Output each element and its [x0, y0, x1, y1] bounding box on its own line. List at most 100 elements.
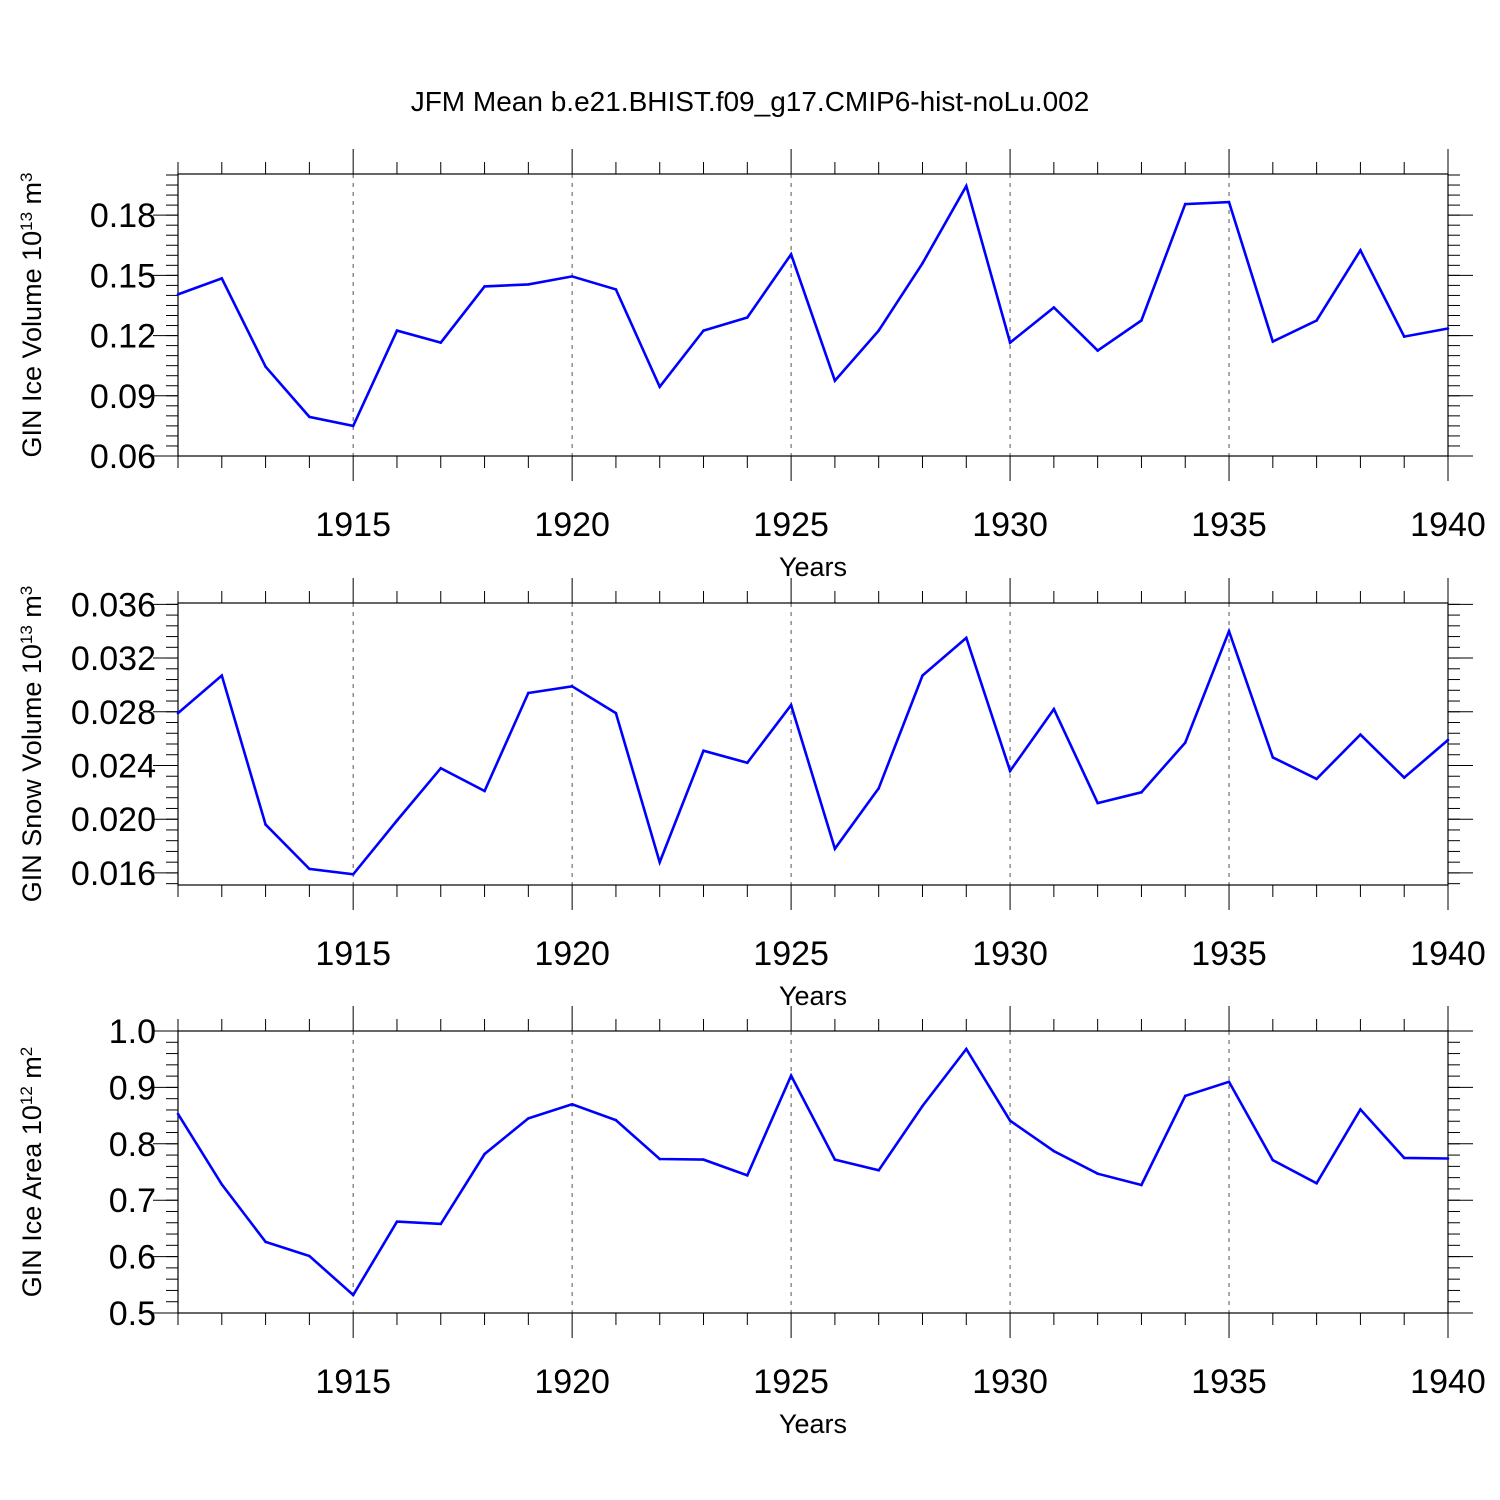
chart-panel-1: 1915 1920 1925 1930 1935 1940 0.06 0.09 0.12 0.15… [17, 149, 1486, 582]
y-tick-label: 0.036 [71, 586, 156, 624]
data-point-1936 [1271, 756, 1275, 759]
data-point-1920 [570, 684, 574, 688]
y-tick-label: 0.024 [71, 747, 156, 785]
data-point-1940 [1446, 738, 1450, 742]
y-tick-label: 0.09 [90, 378, 156, 416]
data-point-1916 [395, 819, 399, 822]
x-tick-label: 1935 [1191, 935, 1267, 973]
data-point-1924 [746, 761, 749, 765]
data-point-1916 [395, 1220, 399, 1223]
y-axis-label-unit-exp: 3 [17, 586, 36, 595]
data-point-1932 [1096, 349, 1099, 352]
data-point-1935 [1227, 629, 1231, 633]
data-point-1920 [570, 275, 574, 278]
data-point-1938 [1359, 1108, 1362, 1111]
x-axis-label: Years [779, 552, 847, 582]
data-point-1939 [1402, 335, 1406, 338]
data-point-1927 [877, 329, 880, 332]
x-tick-label: 1935 [1191, 1363, 1267, 1401]
data-point-1940 [1446, 1157, 1450, 1160]
data-point-1938 [1359, 248, 1362, 252]
data-point-1924 [746, 316, 749, 319]
data-point-1922 [658, 385, 662, 389]
y-tick-label: 0.9 [109, 1069, 156, 1107]
data-point-1917 [439, 766, 443, 770]
data-point-1916 [395, 329, 399, 332]
y-axis-label-unit: m [17, 595, 47, 625]
data-series-line [177, 182, 1449, 428]
data-point-1929 [964, 636, 968, 640]
y-tick-label: 0.032 [71, 640, 156, 678]
data-point-1918 [483, 789, 486, 793]
data-point-1918 [483, 285, 486, 288]
y-axis-label-unit: m [17, 1056, 47, 1086]
data-point-1921 [614, 288, 618, 291]
data-point-1939 [1402, 1156, 1406, 1160]
y-tick-label: 1.0 [109, 1013, 156, 1051]
data-point-1935 [1227, 1080, 1231, 1084]
x-tick-label: 1915 [315, 506, 391, 544]
y-axis-label: GIN Ice Area 1012 m2 [17, 1047, 48, 1298]
y-axis-label-unit-exp: 2 [17, 1047, 36, 1056]
data-point-1913 [264, 365, 267, 368]
data-point-1928 [921, 1104, 924, 1108]
data-point-1932 [1096, 801, 1099, 805]
y-tick-label: 0.8 [109, 1126, 156, 1164]
x-tick-label: 1935 [1191, 506, 1267, 544]
y-tick-label: 0.7 [109, 1182, 156, 1220]
data-point-1938 [1359, 733, 1362, 736]
data-point-1930 [1008, 769, 1012, 773]
data-series-line [177, 627, 1449, 876]
data-point-1931 [1052, 306, 1056, 309]
data-point-1917 [439, 341, 443, 344]
y-axis-label-base: GIN Ice Volume 10 [17, 231, 47, 458]
y-tick-label: 0.6 [109, 1239, 156, 1277]
data-point-1926 [833, 847, 837, 851]
data-point-1940 [1446, 327, 1450, 330]
data-point-1931 [1052, 707, 1056, 711]
x-axis-label: Years [779, 1409, 847, 1439]
x-tick-label: 1930 [972, 506, 1048, 544]
y-axis-label-exp: 13 [17, 625, 36, 644]
data-point-1913 [264, 823, 267, 826]
data-point-1922 [658, 1157, 662, 1161]
data-point-1911 [176, 711, 180, 715]
data-point-1926 [833, 379, 837, 383]
data-point-1925 [789, 703, 793, 707]
data-point-1912 [220, 1183, 224, 1186]
y-axis-label-exp: 13 [17, 212, 36, 231]
data-point-1914 [308, 415, 311, 419]
data-point-1928 [921, 262, 924, 265]
data-point-1927 [877, 787, 880, 790]
data-point-1933 [1140, 791, 1143, 794]
x-tick-label: 1925 [753, 935, 829, 973]
data-point-1915 [351, 872, 355, 876]
y-tick-label: 0.06 [90, 438, 156, 476]
data-point-1933 [1140, 1183, 1143, 1187]
y-tick-label: 0.020 [71, 801, 156, 839]
data-point-1911 [176, 1112, 180, 1116]
chart-panel-2: 1915 1920 1925 1930 1935 1940 0.016 0.020 0.024 0… [17, 578, 1486, 1011]
chart-panel-3: 1915 1920 1925 1930 1935 1940 0.5 0.6 0.7 0.8 0.9 1… [17, 1006, 1486, 1439]
x-tick-label: 1915 [315, 935, 391, 973]
data-point-1934 [1183, 741, 1187, 744]
data-point-1934 [1183, 1094, 1187, 1098]
y-tick-label: 0.5 [109, 1295, 156, 1333]
x-tick-label: 1940 [1410, 506, 1486, 544]
y-tick-label: 0.12 [90, 318, 156, 356]
data-point-1930 [1008, 341, 1012, 344]
data-point-1927 [877, 1169, 880, 1172]
data-point-1929 [964, 184, 968, 188]
x-tick-label: 1920 [534, 935, 610, 973]
data-point-1920 [570, 1103, 574, 1106]
data-point-1928 [921, 674, 924, 677]
x-tick-label: 1930 [972, 935, 1048, 973]
data-point-1912 [220, 674, 224, 677]
data-point-1919 [527, 691, 530, 695]
x-tick-label: 1920 [534, 506, 610, 544]
plot-frame [177, 173, 1449, 457]
data-point-1915 [351, 424, 355, 428]
panels: 1915 1920 1925 1930 1935 1940 0.06 0.09 0.12 0.15… [17, 149, 1486, 1439]
data-point-1935 [1227, 200, 1231, 204]
